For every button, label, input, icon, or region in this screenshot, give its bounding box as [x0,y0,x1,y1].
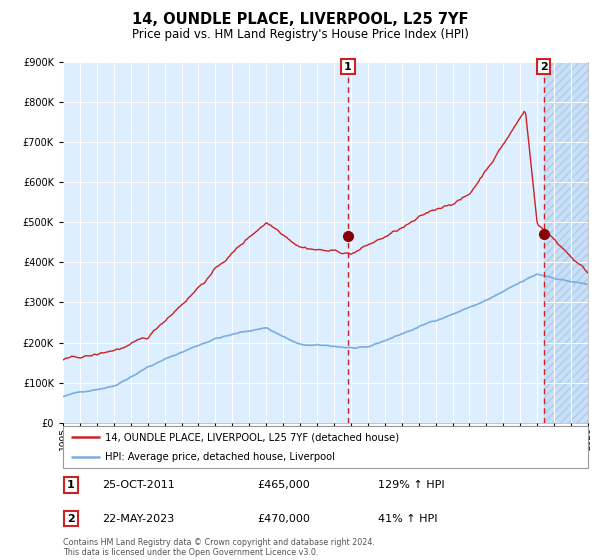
Text: HPI: Average price, detached house, Liverpool: HPI: Average price, detached house, Live… [105,452,335,462]
Text: 2: 2 [67,514,75,524]
Text: 25-OCT-2011: 25-OCT-2011 [103,480,175,490]
Text: £470,000: £470,000 [257,514,310,524]
Text: Contains HM Land Registry data © Crown copyright and database right 2024.
This d: Contains HM Land Registry data © Crown c… [63,538,375,557]
Text: £465,000: £465,000 [257,480,310,490]
Text: 1: 1 [67,480,75,490]
FancyBboxPatch shape [63,426,588,468]
Text: 129% ↑ HPI: 129% ↑ HPI [378,480,445,490]
Bar [544,62,588,423]
Text: 14, OUNDLE PLACE, LIVERPOOL, L25 7YF: 14, OUNDLE PLACE, LIVERPOOL, L25 7YF [132,12,468,27]
Text: Price paid vs. HM Land Registry's House Price Index (HPI): Price paid vs. HM Land Registry's House … [131,28,469,41]
Text: 41% ↑ HPI: 41% ↑ HPI [378,514,437,524]
Text: 2: 2 [540,62,548,72]
Text: 14, OUNDLE PLACE, LIVERPOOL, L25 7YF (detached house): 14, OUNDLE PLACE, LIVERPOOL, L25 7YF (de… [105,432,399,442]
Text: 1: 1 [344,62,352,72]
Text: 22-MAY-2023: 22-MAY-2023 [103,514,175,524]
